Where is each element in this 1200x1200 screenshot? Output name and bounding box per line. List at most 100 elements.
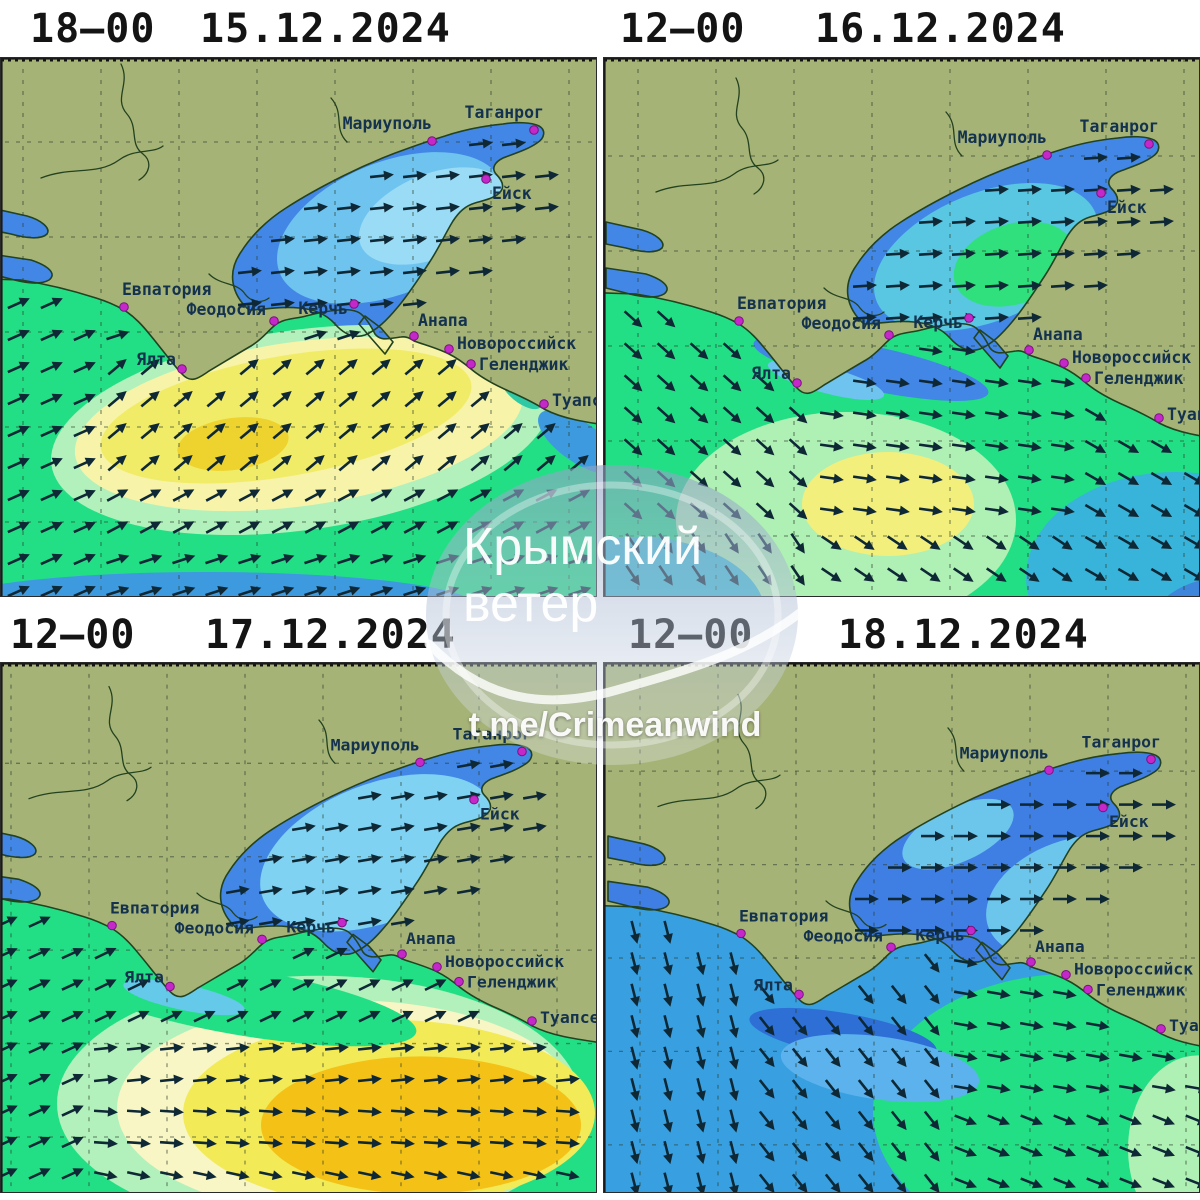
city-label: Ейск <box>480 804 520 823</box>
city-label: Анапа <box>1033 325 1083 344</box>
city-dot <box>165 981 175 992</box>
city-dot <box>177 364 187 374</box>
city-label: Мариуполь <box>958 128 1047 147</box>
city-label: Евпатория <box>122 280 211 299</box>
city-label: Мариуполь <box>331 736 420 755</box>
city-dot <box>1083 984 1093 995</box>
dnieper-inlet <box>608 836 665 866</box>
city-dot <box>792 378 802 388</box>
panel2-time: 12—00 <box>620 6 746 52</box>
city-dot <box>1098 802 1108 813</box>
city-dot <box>1156 1024 1166 1034</box>
city-label: Геленджик <box>467 973 557 992</box>
city-dot <box>966 925 976 936</box>
city-dot <box>736 928 746 939</box>
city-label: Ейск <box>1107 198 1147 217</box>
header-band-top <box>0 0 1200 57</box>
city-label: Туапсе <box>1169 1016 1200 1035</box>
city-label: Керчь <box>286 918 336 937</box>
city-label: Керчь <box>913 313 963 332</box>
city-label: Анапа <box>1035 937 1085 956</box>
city-dot <box>794 989 804 1000</box>
city-dot <box>444 344 454 354</box>
city-dot <box>349 299 359 309</box>
city-label: Мариуполь <box>960 744 1049 763</box>
graticule <box>604 58 1199 596</box>
city-label: Ялта <box>124 968 164 987</box>
city-dot <box>884 330 894 340</box>
city-dot <box>1144 139 1154 149</box>
city-dot <box>269 316 279 326</box>
city-label: Геленджик <box>1096 980 1186 999</box>
map-panel-1: Мариуполь Таганрог Ейск Евпатория Феодосия Ке… <box>0 57 597 597</box>
black-sea-wind-fields <box>57 956 595 1192</box>
city-dot <box>432 962 442 972</box>
city-dot <box>539 399 549 409</box>
map-border <box>604 58 1199 596</box>
city-dot <box>415 757 425 768</box>
city-label: Евпатория <box>739 907 828 926</box>
city-dot <box>469 794 479 805</box>
karkinit-inlet <box>1 255 53 284</box>
city-label: Ялта <box>751 364 791 383</box>
city-label: Керчь <box>298 299 348 318</box>
city-dot <box>337 917 347 928</box>
city-dot <box>517 746 527 757</box>
city-dot <box>1154 413 1164 423</box>
wind-arrows <box>1 759 580 1180</box>
city-label: Новороссийск <box>457 334 576 353</box>
city-label: Евпатория <box>110 899 199 918</box>
city-label: Анапа <box>406 929 456 948</box>
map-panel-3: Мариуполь Таганрог Ейск Евпатория Феодосия Ке… <box>0 662 597 1193</box>
city-label: Феодосия <box>187 300 266 319</box>
panel1-date: 15.12.2024 <box>200 6 451 52</box>
map-panel-2: Мариуполь Таганрог Ейск Евпатория Феодосия Ке… <box>603 57 1200 597</box>
dnieper-inlet <box>606 222 663 252</box>
city-dot <box>527 1016 537 1026</box>
city-label: Таганрог <box>1082 733 1161 752</box>
city-label: Туапсе <box>1167 405 1200 424</box>
panel3-time: 12—00 <box>10 612 136 658</box>
graticule <box>1 58 596 596</box>
graticule <box>1 663 596 1192</box>
city-dot <box>454 976 464 987</box>
city-label: Новороссийск <box>1074 960 1193 979</box>
city-label: Таганрог <box>465 103 544 122</box>
city-label: Евпатория <box>737 294 826 313</box>
city-label: Ялта <box>753 976 793 995</box>
city-dot <box>1061 969 1071 980</box>
city-dot <box>427 136 437 146</box>
city-dot <box>397 949 407 959</box>
city-label: Феодосия <box>804 926 883 945</box>
karkinit-inlet <box>608 881 670 910</box>
city-label: Новороссийск <box>1072 348 1191 367</box>
city-dot <box>1059 358 1069 368</box>
city-label: Геленджик <box>479 355 568 374</box>
city-dot <box>964 313 974 323</box>
city-label: Анапа <box>418 311 468 330</box>
city-dot <box>481 174 491 184</box>
city-dot <box>466 359 476 369</box>
panel-gutter <box>597 57 603 1200</box>
city-label: Туапсе <box>540 1008 597 1027</box>
city-label: Ейск <box>492 184 532 203</box>
dnieper-inlet <box>1 210 48 238</box>
city-label: Туапсе <box>552 391 597 410</box>
city-dot <box>107 920 117 931</box>
city-dot <box>529 125 539 135</box>
panel4-date: 18.12.2024 <box>838 612 1089 658</box>
karkinit-inlet <box>606 268 668 298</box>
city-label: Ейск <box>1109 812 1149 831</box>
city-dot <box>1044 765 1054 775</box>
panel2-date: 16.12.2024 <box>815 6 1066 52</box>
dnieper-inlet <box>1 833 36 858</box>
city-label: Феодосия <box>802 314 881 333</box>
